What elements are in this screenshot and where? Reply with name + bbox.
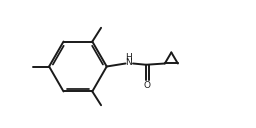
Text: N: N bbox=[125, 58, 132, 67]
Text: O: O bbox=[144, 81, 151, 90]
Text: H: H bbox=[125, 53, 132, 62]
